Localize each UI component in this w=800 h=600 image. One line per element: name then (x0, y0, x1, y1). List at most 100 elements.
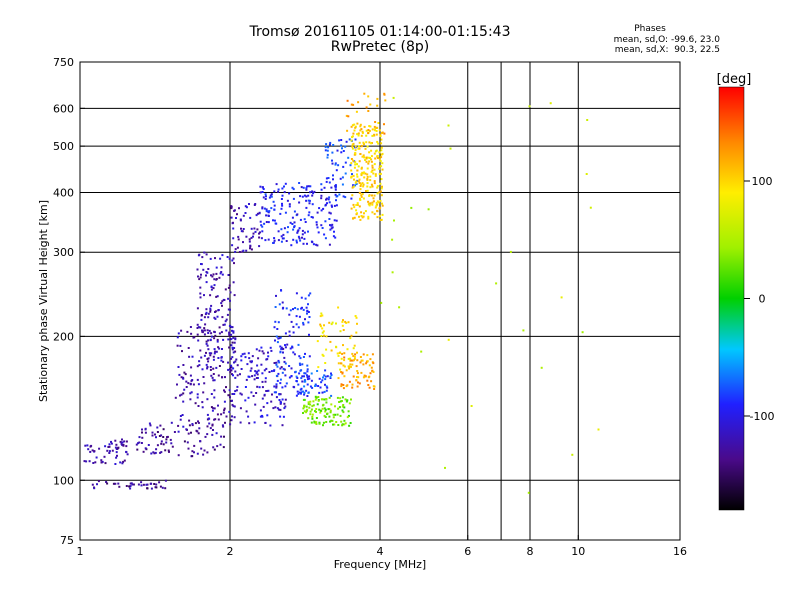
echo-point (354, 149, 357, 152)
echo-point (206, 366, 209, 368)
echo-point (154, 433, 156, 436)
echo-point (309, 413, 312, 416)
echo-point (383, 132, 386, 135)
echo-point (341, 176, 344, 179)
echo-point (270, 195, 273, 198)
echo-point (281, 202, 283, 205)
echo-point (165, 438, 168, 441)
echo-point (348, 402, 351, 405)
echo-point (305, 195, 308, 198)
echo-point (210, 304, 213, 307)
title-line-1: Tromsø 20161105 01:14:00-01:15:43 (249, 24, 511, 40)
echo-point (327, 198, 330, 201)
echo-point (359, 218, 362, 221)
echo-point (312, 400, 315, 403)
echo-point (182, 364, 185, 366)
echo-point (298, 227, 301, 230)
echo-point (332, 178, 334, 181)
echo-point (325, 177, 328, 180)
echo-point (360, 371, 363, 374)
echo-point (216, 338, 219, 341)
echo-point (165, 441, 168, 444)
echo-point (316, 403, 319, 406)
echo-point (189, 392, 192, 395)
echo-point (350, 139, 353, 142)
echo-point (328, 196, 331, 199)
echo-point (325, 180, 328, 183)
echo-point (190, 332, 193, 335)
echo-point (339, 400, 342, 403)
echo-point (291, 186, 294, 189)
echo-point (348, 367, 351, 370)
echo-point (237, 235, 240, 238)
echo-point (216, 445, 219, 448)
echo-point (354, 125, 357, 128)
echo-point (234, 248, 237, 251)
echo-point (372, 197, 375, 200)
echo-point (359, 197, 361, 200)
echo-point (309, 400, 312, 403)
echo-point (391, 238, 394, 241)
echo-point (361, 359, 364, 362)
echo-point (256, 364, 259, 367)
echo-point (173, 431, 176, 433)
echo-point (358, 215, 360, 218)
echo-point (309, 292, 312, 295)
echo-point (337, 306, 340, 309)
echo-point (223, 409, 226, 412)
echo-point (261, 372, 264, 375)
echo-point (356, 372, 359, 375)
echo-point (122, 460, 125, 463)
echo-point (159, 451, 162, 454)
echo-point (211, 423, 214, 426)
echo-point (337, 377, 340, 380)
echo-point (267, 355, 270, 358)
echo-point (307, 311, 310, 313)
echo-point (176, 383, 178, 386)
echo-point (288, 330, 291, 333)
echo-point (249, 216, 252, 219)
echo-point (273, 237, 276, 240)
echo-point (306, 368, 309, 371)
echo-point (206, 398, 209, 401)
echo-point (320, 398, 323, 401)
echo-point (298, 315, 301, 318)
echo-point (376, 185, 379, 188)
echo-point (249, 360, 252, 363)
echo-point (363, 212, 365, 215)
echo-point (261, 191, 264, 193)
echo-point (361, 155, 364, 158)
echo-point (94, 461, 97, 464)
echo-point (89, 450, 92, 453)
echo-point (335, 219, 338, 222)
echo-point (280, 289, 283, 292)
echo-point (338, 406, 341, 409)
echo-point (155, 483, 158, 486)
echo-point (247, 415, 250, 418)
echo-point (322, 330, 325, 333)
echo-point (228, 334, 231, 337)
echo-point (238, 207, 240, 210)
echo-point (321, 379, 324, 382)
echo-point (311, 405, 314, 408)
echo-point (343, 356, 346, 359)
echo-point (136, 448, 139, 451)
echo-point (344, 172, 347, 175)
echo-point (254, 230, 257, 233)
echo-point (360, 215, 363, 217)
echo-point (320, 188, 323, 191)
echo-point (372, 362, 375, 365)
echo-point (232, 257, 235, 260)
echo-point (299, 239, 302, 242)
echo-point (206, 344, 209, 347)
echo-point (232, 227, 235, 230)
echo-point (279, 351, 282, 354)
echo-point (366, 354, 369, 357)
echo-point (321, 314, 324, 317)
echo-point (234, 390, 237, 393)
echo-point (589, 206, 592, 209)
echo-point (228, 331, 231, 334)
echo-point (203, 354, 206, 357)
echo-point (208, 329, 211, 332)
echo-point (160, 451, 163, 454)
